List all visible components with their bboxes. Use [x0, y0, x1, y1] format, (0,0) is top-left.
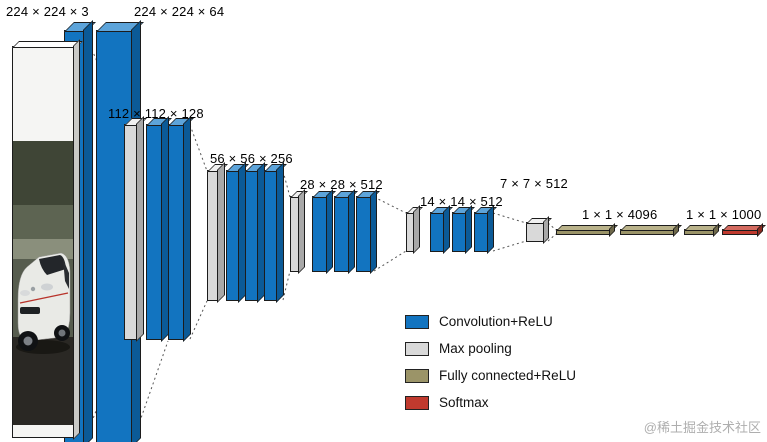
legend-item-softmax: Softmax: [405, 395, 576, 410]
conv4-layer-1: [312, 196, 327, 272]
label-fc: 1 × 1 × 4096: [582, 207, 658, 222]
pool4-layer: [406, 212, 414, 252]
label-input: 224 × 224 × 3: [6, 4, 89, 19]
label-conv3: 56 × 56 × 256: [210, 151, 293, 166]
legend-swatch-convolution: [405, 314, 429, 329]
conv3-layer-3: [264, 170, 277, 301]
legend-item-fully-connected: Fully connected+ReLU: [405, 368, 576, 383]
legend-item-max-pooling: Max pooling: [405, 341, 576, 356]
conv2-layer-1: [146, 124, 162, 340]
label-conv2: 112 × 112 × 128: [108, 106, 204, 121]
label-pool5: 7 × 7 × 512: [500, 176, 568, 191]
legend: Convolution+ReLU Max pooling Fully conne…: [405, 314, 576, 410]
conv4-layer-2: [334, 196, 349, 272]
fc3-layer: [684, 229, 714, 235]
watermark: @稀土掘金技术社区: [643, 420, 761, 435]
fc1-layer: [556, 229, 610, 235]
label-conv4: 28 × 28 × 512: [300, 177, 383, 192]
legend-swatch-fully-connected: [405, 368, 429, 383]
label-output: 1 × 1 × 1000: [686, 207, 762, 222]
softmax-layer: [722, 229, 758, 235]
conv5-layer-2: [452, 212, 466, 252]
conv3-layer-2: [245, 170, 258, 301]
pool5-layer: [526, 222, 544, 242]
label-conv5: 14 × 14 × 512: [420, 194, 503, 209]
legend-label-max-pooling: Max pooling: [439, 341, 512, 356]
legend-swatch-softmax: [405, 395, 429, 410]
legend-label-fully-connected: Fully connected+ReLU: [439, 368, 576, 383]
legend-label-convolution: Convolution+ReLU: [439, 314, 553, 329]
input-image: [13, 141, 73, 425]
legend-label-softmax: Softmax: [439, 395, 489, 410]
conv4-layer-3: [356, 196, 371, 272]
conv5-layer-1: [430, 212, 444, 252]
legend-item-convolution: Convolution+ReLU: [405, 314, 576, 329]
pool2-layer: [207, 170, 218, 301]
legend-swatch-max-pooling: [405, 341, 429, 356]
pool3-layer: [290, 196, 299, 272]
label-conv1: 224 × 224 × 64: [134, 4, 225, 19]
conv3-layer-1: [226, 170, 239, 301]
conv2-layer-2: [168, 124, 184, 340]
input-image-plane: [12, 46, 74, 438]
conv5-layer-3: [474, 212, 488, 252]
pool1-layer: [124, 124, 137, 340]
fc2-layer: [620, 229, 674, 235]
